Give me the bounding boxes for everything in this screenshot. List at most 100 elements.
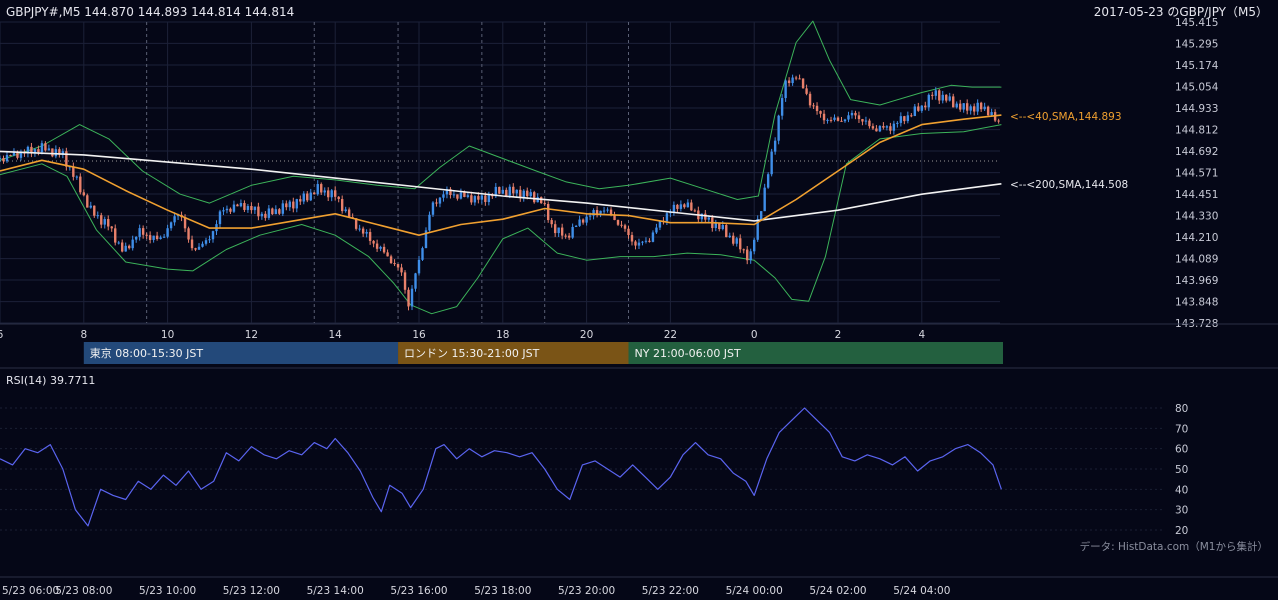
candle-body [452,194,456,196]
hour-tick-label: 4 [918,329,925,341]
candle-body [763,187,766,212]
candle-body [428,214,431,231]
candle-body [543,203,546,205]
candle-body [75,176,79,178]
session-block [628,342,1003,364]
candle-body [299,199,302,202]
candle-body [672,204,676,212]
candle-body [924,105,927,108]
candle-body [37,149,40,153]
candle-body [100,215,103,225]
candle-body [815,105,819,112]
candle-body [204,240,208,244]
candle-body [253,206,257,211]
candle-body [533,192,536,203]
rsi-tick-label: 80 [1175,403,1188,415]
candle-body [414,273,417,289]
candle-body [316,184,319,195]
candle-body [875,128,878,132]
candle-body [850,112,854,116]
price-tick-label: 144.812 [1175,125,1218,137]
chart-title: 2017-05-23 のGBP/JPY（M5） [1094,5,1268,19]
candle-body [812,105,815,107]
candle-body [854,112,857,116]
price-tick-label: 145.174 [1175,60,1219,72]
candle-body [808,93,812,106]
sma40-label: <--<40,SMA,144.893 [1010,111,1122,123]
candle-body [746,249,749,261]
rsi-tick-label: 20 [1175,525,1188,537]
candle-body [400,267,403,273]
candle-body [33,149,37,154]
candle-body [222,210,225,212]
candle-body [602,210,606,212]
candle-body [997,120,1000,122]
candle-body [595,210,599,214]
candle-body [910,115,913,117]
date-tick-label: 5/23 16:00 [390,585,447,597]
candle-body [403,272,407,290]
candle-body [567,235,571,238]
candle-body [372,240,375,244]
candle-body [707,217,711,220]
candles [0,74,1000,311]
candle-body [267,208,271,218]
candle-body [941,94,944,101]
candle-body [2,157,5,162]
candle-body [637,242,641,246]
price-tick-label: 144.451 [1175,189,1218,201]
candle-body [833,117,836,120]
candle-body [616,220,620,225]
price-tick-label: 145.415 [1175,17,1218,29]
candle-body [560,227,564,236]
candle-body [847,115,850,120]
candle-body [456,194,459,199]
candle-body [288,201,292,208]
candle-body [347,209,351,218]
candle-body [61,151,65,155]
candle-body [606,209,609,211]
candle-body [641,241,644,243]
candle-body [620,224,623,226]
candle-body [798,78,801,80]
date-axis-ticks: 5/23 06:005/23 08:00 5/23 10:00 5/23 12:00… [2,585,950,597]
candle-body [934,90,937,96]
sma40-line [0,114,1002,236]
candle-body [857,115,861,120]
candle-body [522,190,525,198]
candle-body [969,106,972,111]
candle-body [655,227,658,233]
price-tick-label: 144.692 [1175,146,1218,158]
candle-body [494,186,498,197]
candle-body [16,152,19,158]
candle-body [540,197,543,204]
candle-body [65,151,68,167]
candle-body [512,186,515,194]
session-label: NY 21:00-06:00 JST [635,347,742,360]
sma200-line [0,150,1002,222]
candle-body [501,189,504,194]
candle-body [463,192,466,197]
candle-body [281,203,285,214]
candle-body [693,210,697,212]
candle-body [148,235,152,240]
date-tick-label: 5/24 04:00 [893,585,950,597]
session-label: 東京 08:00-15:30 JST [90,346,204,360]
candle-body [613,215,616,221]
candle-body [822,113,826,121]
candle-body [801,78,805,89]
candle-body [389,256,393,264]
candle-body [651,232,655,242]
price-axis-ticks: 145.415 145.295 145.174 145.054 144.933 144.8… [1175,17,1219,330]
candle-body [976,102,979,112]
price-tick-label: 143.969 [1175,275,1218,287]
candle-body [47,148,51,151]
candle-body [899,116,903,123]
date-tick-label: 5/23 20:00 [558,585,615,597]
candle-body [306,193,309,201]
candle-body [676,204,679,209]
candle-body [546,204,550,221]
candle-body [190,239,194,249]
date-tick-label: 5/23 12:00 [223,585,280,597]
rsi-tick-label: 50 [1175,464,1188,476]
